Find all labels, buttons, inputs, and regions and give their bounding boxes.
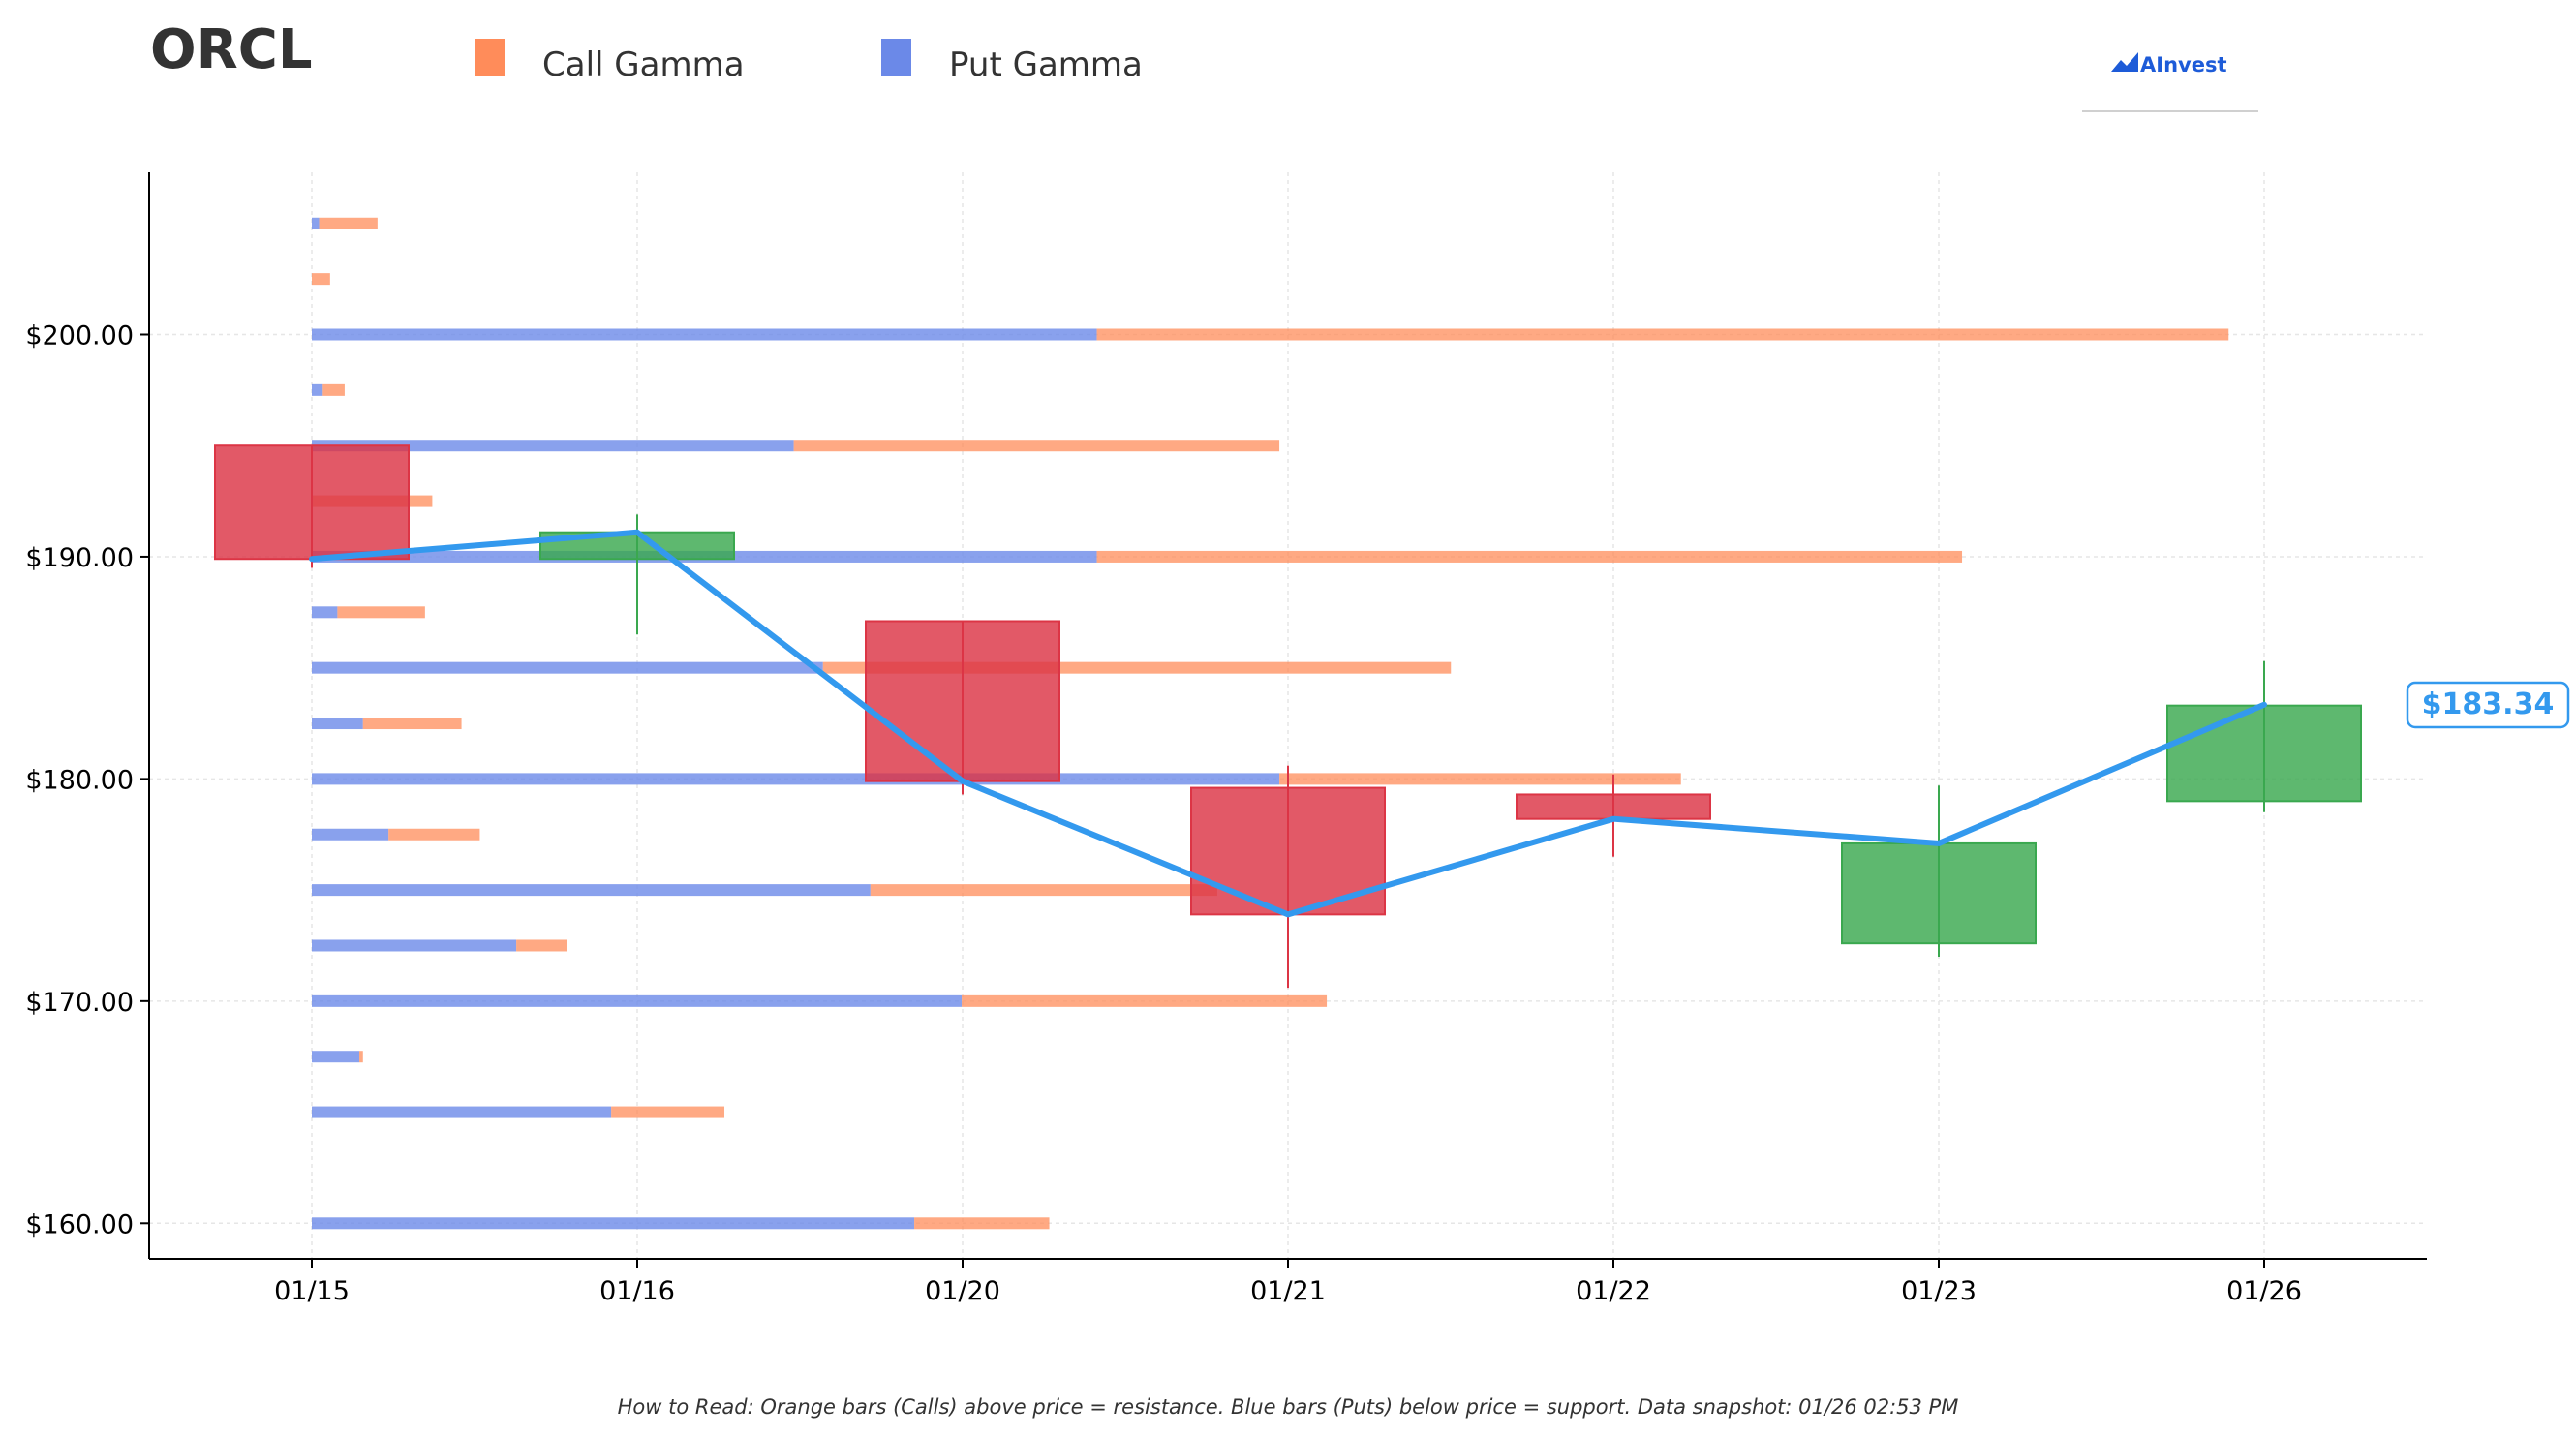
last-price-tag: $183.34 <box>2406 681 2570 729</box>
call-gamma-bar <box>962 994 1328 1007</box>
call-gamma-legend-icon <box>475 39 505 76</box>
put-gamma-bar <box>312 661 823 674</box>
call-gamma-legend-label: Call Gamma <box>542 46 745 84</box>
put-gamma-bar <box>312 1106 612 1118</box>
gamma-bars <box>312 217 2229 1230</box>
put-gamma-bar <box>312 939 517 952</box>
ticker-title: ORCL <box>150 18 313 81</box>
put-gamma-bar <box>312 884 871 897</box>
call-gamma-bar <box>322 383 345 396</box>
call-gamma-bar <box>337 606 425 619</box>
put-gamma-bar <box>312 1217 915 1230</box>
x-tick-label: 01/26 <box>2226 1276 2302 1306</box>
put-gamma-legend-icon <box>881 39 911 76</box>
put-gamma-bar <box>312 217 320 229</box>
chart-logo-icon <box>2111 52 2138 72</box>
call-gamma-bar <box>914 1217 1050 1230</box>
y-tick-label: $160.00 <box>25 1209 134 1239</box>
call-gamma-bar <box>319 217 378 229</box>
put-gamma-bar <box>312 606 338 619</box>
put-gamma-bar <box>312 383 323 396</box>
call-gamma-bar <box>359 1051 363 1063</box>
put-gamma-bar <box>312 440 794 452</box>
put-gamma-bar <box>312 1051 360 1063</box>
last-price-label: $183.34 <box>2422 688 2555 721</box>
last-price-tag-box <box>2406 681 2570 729</box>
candle-body <box>1516 793 1711 820</box>
put-gamma-bar <box>312 718 363 730</box>
x-tick-label: 01/22 <box>1576 1276 1651 1306</box>
x-tick-label: 01/16 <box>599 1276 675 1306</box>
x-axis-ticks: 01/15 01/16 01/20 01/21 01/22 01/23 01/26 <box>274 1259 2302 1306</box>
x-tick-label: 01/20 <box>925 1276 1000 1306</box>
y-tick-label: $170.00 <box>25 988 134 1018</box>
candle-body <box>2166 704 2362 803</box>
logo-text: AInvest <box>2140 53 2227 76</box>
y-tick-label: $190.00 <box>25 543 134 573</box>
candle-body <box>214 444 410 561</box>
x-tick-label: 01/21 <box>1250 1276 1326 1306</box>
put-gamma-bar <box>312 773 1280 785</box>
call-gamma-bar <box>388 828 480 841</box>
y-tick-label: $200.00 <box>25 321 134 351</box>
put-gamma-bar <box>312 328 1097 341</box>
call-gamma-bar <box>362 718 462 730</box>
y-axis-ticks: $160.00 $170.00 $180.00 $190.00 $200.00 <box>25 321 149 1239</box>
close-price-line <box>309 529 2267 918</box>
put-gamma-bar <box>312 828 389 841</box>
x-tick-label: 01/15 <box>274 1276 350 1306</box>
put-gamma-bar <box>312 994 963 1007</box>
y-tick-label: $180.00 <box>25 765 134 795</box>
call-gamma-bar <box>611 1106 725 1118</box>
x-tick-label: 01/23 <box>1901 1276 1977 1306</box>
call-gamma-bar <box>516 939 567 952</box>
call-gamma-bar <box>1279 773 1681 785</box>
footnote: How to Read: Orange bars (Calls) above p… <box>618 1395 1959 1419</box>
put-gamma-legend-label: Put Gamma <box>949 46 1143 84</box>
call-gamma-bar <box>312 273 330 286</box>
candle-body <box>1841 841 2037 945</box>
call-gamma-bar <box>1096 550 1963 563</box>
call-gamma-bar <box>1096 328 2229 341</box>
candle-body <box>865 620 1060 782</box>
call-gamma-bar <box>870 884 1217 897</box>
close-line-path <box>309 529 2267 918</box>
brand-logo: AInvest <box>2082 52 2258 112</box>
call-gamma-bar <box>793 440 1280 452</box>
